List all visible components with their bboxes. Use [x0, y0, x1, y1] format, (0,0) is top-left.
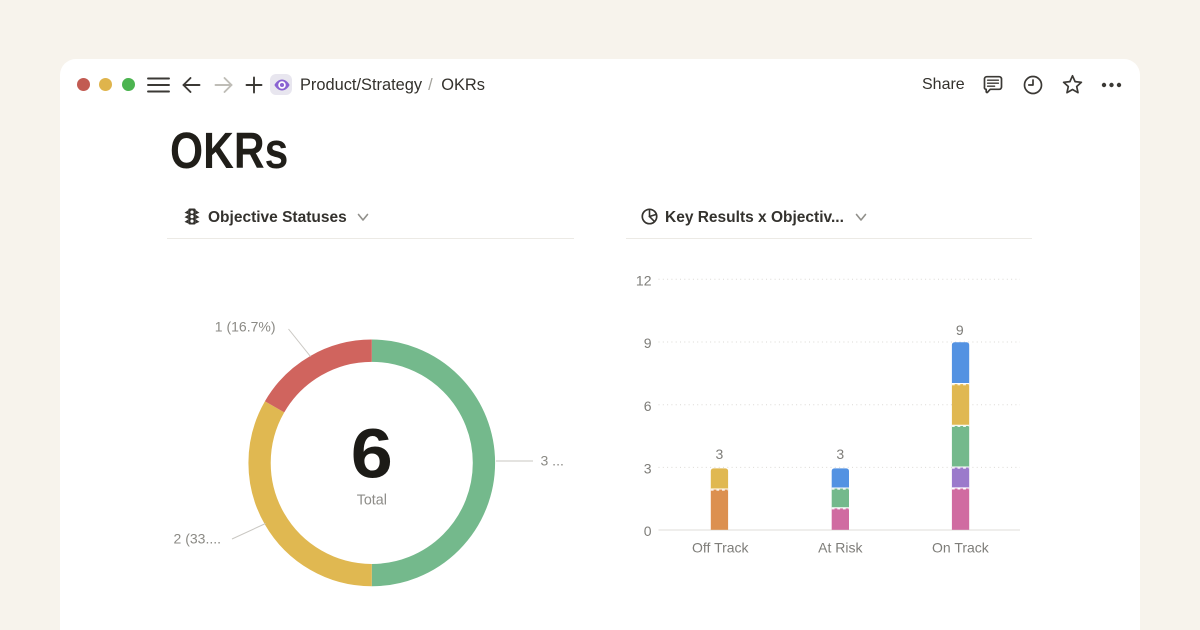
svg-text:At Risk: At Risk	[818, 540, 863, 556]
svg-text:6: 6	[351, 415, 393, 493]
svg-text:6: 6	[644, 398, 652, 414]
svg-text:3: 3	[836, 446, 844, 462]
svg-text:3: 3	[644, 461, 652, 477]
svg-text:3 ...: 3 ...	[541, 453, 564, 469]
svg-text:3: 3	[716, 446, 724, 462]
svg-text:9: 9	[956, 322, 964, 338]
svg-text:On Track: On Track	[932, 540, 990, 556]
svg-text:9: 9	[644, 335, 652, 351]
svg-text:1 (16.7%): 1 (16.7%)	[215, 319, 276, 335]
svg-text:2 (33....: 2 (33....	[174, 531, 221, 547]
svg-text:12: 12	[636, 272, 652, 288]
svg-text:Off Track: Off Track	[692, 540, 750, 556]
svg-text:Total: Total	[357, 493, 387, 509]
svg-text:0: 0	[644, 523, 652, 539]
